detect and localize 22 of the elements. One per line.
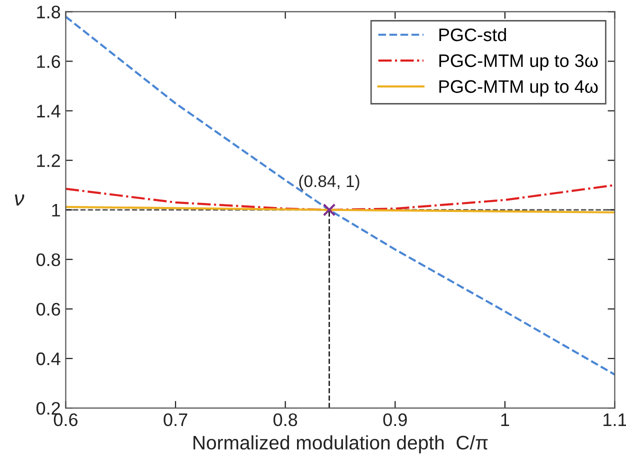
annotation: (0.84, 1) bbox=[299, 174, 360, 190]
y-tick-label: 1.2 bbox=[37, 154, 60, 167]
x-tick-label: 1.1 bbox=[604, 414, 626, 426]
y-tick-label: 0.4 bbox=[36, 352, 60, 366]
legend-label: PGC-MTM up to 4ω bbox=[439, 80, 598, 97]
line-series bbox=[66, 16, 615, 376]
x-tick-label: 0.7 bbox=[164, 413, 188, 426]
y-tick-label: 0.8 bbox=[36, 253, 60, 266]
x-tick-label: 0.8 bbox=[273, 413, 298, 426]
y-axis-title: ν bbox=[14, 194, 24, 206]
x-tick-label: 1 bbox=[501, 414, 510, 426]
y-tick-label: 1.8 bbox=[37, 6, 60, 18]
y-tick-label: 1.4 bbox=[37, 104, 60, 118]
y-tick-label: 0.2 bbox=[36, 402, 60, 415]
legend-label: PGC-std bbox=[439, 28, 506, 42]
y-tick-label: 0.6 bbox=[36, 302, 60, 316]
x-tick-label: 0.6 bbox=[54, 413, 78, 426]
x-tick-label: 0.9 bbox=[383, 413, 407, 426]
y-tick-label: 1.6 bbox=[37, 55, 60, 68]
legend-label: PGC-MTM up to 3ω bbox=[439, 54, 598, 71]
x-axis-title: Normalized modulation depth C/π bbox=[194, 435, 488, 454]
y-tick-label: 1 bbox=[52, 204, 60, 216]
